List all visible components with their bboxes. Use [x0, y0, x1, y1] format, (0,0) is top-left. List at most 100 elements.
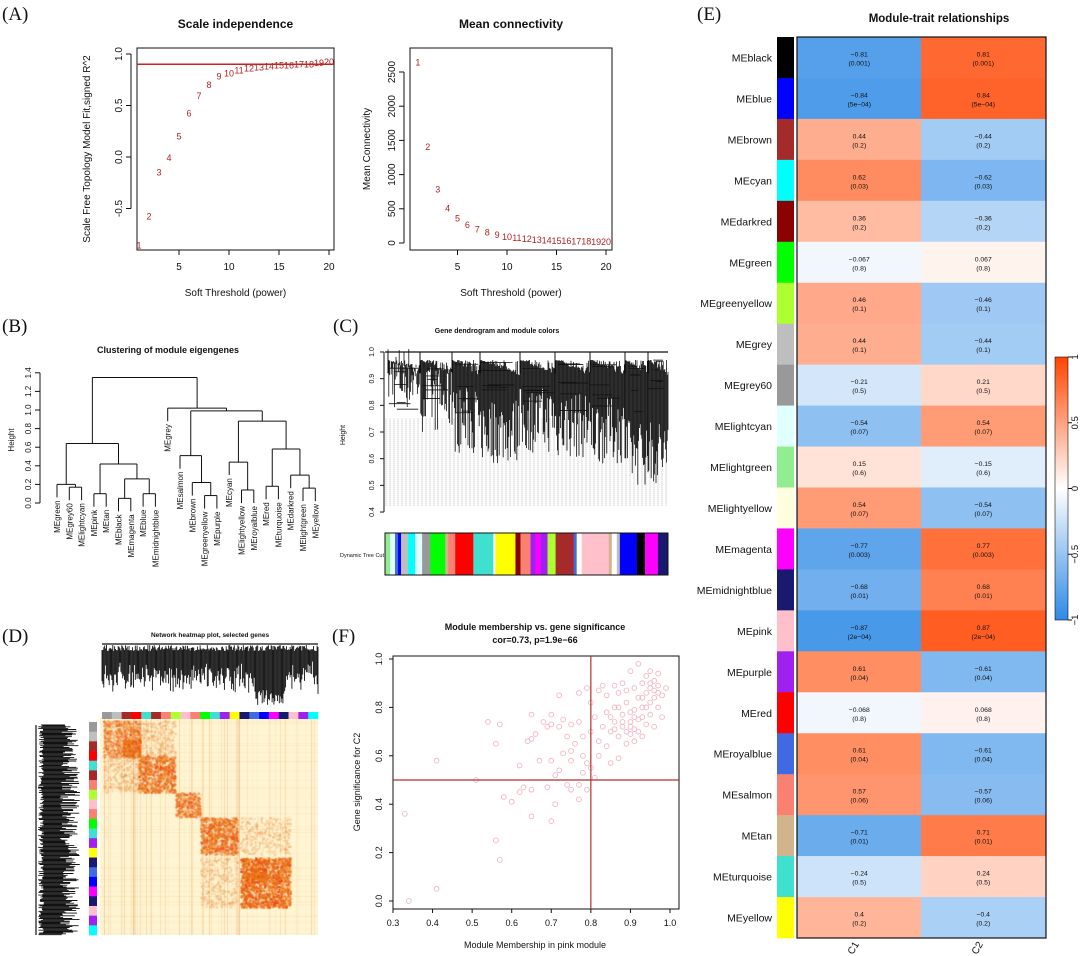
power-point-label: 14: [542, 235, 552, 245]
gene-point: [607, 728, 614, 735]
p-value: (0.01): [974, 839, 992, 846]
chart-title: Mean connectivity: [459, 17, 563, 31]
leaf-label: MEred: [262, 502, 271, 526]
p-value: (0.003): [972, 552, 994, 559]
gene-point: [627, 719, 634, 725]
gene-point: [564, 781, 570, 788]
gene-point: [544, 723, 551, 730]
gene-point: [576, 796, 582, 803]
p-value: (2e−04): [847, 634, 871, 641]
module-label: MElightcyan: [715, 421, 772, 433]
p-value: (0.04): [974, 675, 992, 682]
correlation-value: 0.61: [853, 666, 866, 673]
correlation-value: −0.61: [975, 748, 992, 755]
y-tick-label: 0.8: [369, 400, 376, 410]
gene-point: [659, 692, 665, 699]
module-label: MEtan: [742, 831, 773, 843]
gene-point: [611, 682, 618, 689]
heatmap-cell: [921, 651, 1046, 693]
x-tick-label: 10: [223, 262, 235, 273]
gene-point: [663, 685, 669, 691]
gene-point: [528, 813, 535, 820]
gene-point: [639, 714, 646, 720]
p-value: (0.06): [850, 798, 868, 805]
power-point-label: 17: [571, 236, 581, 246]
y-tick-label: 0.2: [374, 846, 384, 859]
gene-point: [647, 711, 654, 718]
plot-A2: Mean connectivity Soft Threshold (power) M…: [362, 17, 613, 299]
module-label: MEroyalblue: [714, 749, 773, 761]
gene-point: [552, 801, 559, 808]
correlation-value: −0.54: [975, 502, 992, 509]
module-color-top: [249, 712, 260, 719]
gene-point: [615, 755, 622, 762]
module-color-segment: [473, 533, 494, 575]
gene-point: [639, 704, 646, 711]
module-color-side: [89, 731, 97, 742]
p-value: (0.003): [848, 552, 870, 559]
gene-point: [560, 750, 567, 757]
y-tick-label: 0.8: [24, 422, 33, 434]
gene-point: [496, 721, 503, 728]
module-color-top: [229, 712, 240, 719]
heatmap-cell: [797, 569, 922, 611]
leaf-label: MEgrey60: [65, 503, 74, 540]
module-label: MEred: [741, 708, 772, 720]
gene-point: [564, 733, 570, 740]
panel-label-d: (D): [2, 626, 28, 647]
gene-point: [599, 682, 606, 689]
gene-point: [635, 728, 642, 735]
module-color-side: [89, 741, 97, 752]
gene-point: [516, 789, 523, 795]
power-point-label: 18: [581, 237, 591, 247]
gene-point: [580, 733, 586, 740]
gene-point: [647, 680, 654, 687]
module-color-side: [89, 828, 97, 839]
gene-point: [639, 694, 646, 701]
module-label: MEgrey: [736, 339, 773, 351]
correlation-value: −0.68: [851, 584, 868, 591]
p-value: (0.8): [976, 265, 990, 272]
correlation-value: 0.57: [853, 789, 866, 796]
gene-point: [631, 726, 638, 733]
correlation-value: −0.15: [975, 461, 992, 468]
correlation-value: 0.68: [977, 584, 990, 591]
power-point-label: 16: [284, 60, 294, 70]
y-tick-label: 1.0: [369, 347, 376, 357]
correlation-value: 0.4: [855, 912, 865, 919]
leaf-label: MEsalmon: [176, 472, 185, 510]
power-point-label: 12: [522, 234, 532, 244]
chart-title: Network heatmap plot, selected genes: [151, 632, 270, 639]
gene-point: [631, 714, 638, 720]
leaf-label: MEtan: [102, 510, 111, 533]
gene-point: [493, 740, 499, 747]
gene-point: [615, 704, 622, 711]
p-value: (0.8): [852, 716, 866, 723]
correlation-value: 0.62: [853, 174, 866, 181]
module-color-segment: [657, 533, 669, 575]
y-tick-label: 0.0: [114, 150, 125, 164]
gene-point: [615, 690, 622, 696]
heatmap-cell: [921, 282, 1046, 324]
module-color-side: [89, 905, 97, 916]
correlation-value: 0.24: [977, 871, 990, 878]
module-color-segment: [455, 533, 474, 575]
x-tick-label: 20: [600, 262, 612, 273]
chart-title: Module-trait relationships: [869, 13, 1010, 25]
module-color-swatch: [777, 528, 794, 570]
y-tick-label: 0.7: [369, 427, 376, 437]
gene-point: [556, 692, 563, 699]
power-point-label: 6: [186, 109, 191, 119]
gene-point: [591, 714, 598, 720]
module-color-segment: [415, 533, 423, 575]
heatmap-cell: [797, 610, 922, 652]
heatmap-cell: [921, 446, 1046, 488]
chart-title: Scale independence: [178, 17, 294, 31]
module-color-top: [151, 712, 162, 719]
module-color-side: [89, 857, 97, 868]
power-point-label: 8: [485, 227, 490, 237]
p-value: (2e−04): [971, 634, 995, 641]
module-color-top: [298, 712, 309, 719]
y-tick-label: 1.0: [24, 404, 33, 416]
correlation-value: 0.54: [977, 420, 990, 427]
